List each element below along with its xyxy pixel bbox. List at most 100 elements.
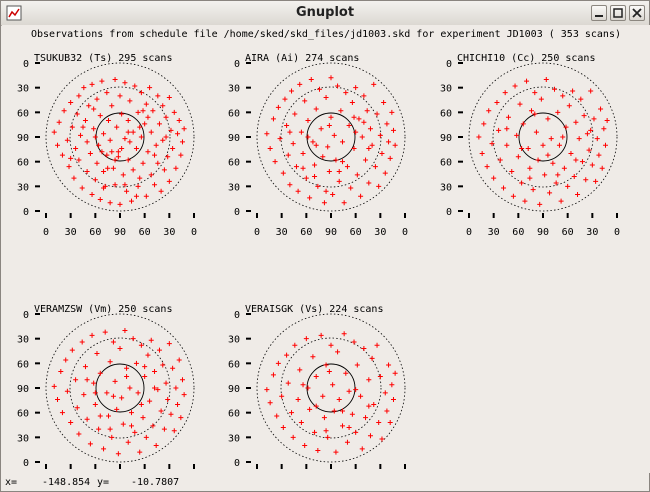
scan-point (280, 424, 286, 430)
scan-point (120, 172, 126, 178)
scan-point (152, 182, 158, 188)
scan-point (540, 142, 546, 148)
sky-plot-panel-4: VERAMZSW (Vm) 250 scans00303060609090606… (17, 304, 197, 489)
scan-point (527, 165, 533, 171)
scan-point (129, 410, 135, 416)
scan-point (125, 157, 131, 163)
plot-canvas[interactable]: Observations from schedule file /home/sk… (2, 25, 650, 489)
scan-point (133, 146, 139, 152)
scan-point (181, 392, 187, 398)
scan-point (361, 93, 367, 99)
scan-point (101, 131, 107, 137)
scan-point (568, 150, 574, 156)
x-tick-label: 60 (89, 227, 101, 238)
scan-point (168, 127, 174, 133)
x-tick-label: 30 (586, 227, 598, 238)
scan-point (390, 397, 396, 403)
close-button[interactable] (629, 5, 645, 21)
scan-point (298, 129, 304, 135)
scan-point (343, 370, 349, 376)
scan-point (351, 114, 357, 120)
scan-point (376, 420, 382, 426)
scan-point (125, 118, 131, 124)
scan-point (538, 96, 544, 102)
scan-point (358, 193, 364, 199)
scan-point (110, 393, 116, 399)
scan-point (133, 360, 139, 366)
x-tick-label: 90 (114, 227, 126, 238)
y-tick-label: 30 (17, 182, 29, 193)
elevation-ring (45, 313, 195, 463)
title-bar[interactable]: Gnuplot (1, 1, 649, 26)
minimize-button[interactable] (591, 5, 607, 21)
scan-point (367, 433, 373, 439)
scan-point (69, 124, 75, 130)
scan-point (267, 400, 273, 406)
scan-point (356, 116, 362, 122)
scan-point (96, 426, 102, 432)
scan-point (349, 99, 355, 105)
scan-point (145, 114, 151, 120)
scan-point (338, 108, 344, 114)
scan-point (127, 139, 133, 145)
scan-point (547, 190, 553, 196)
scan-point (552, 86, 558, 92)
scan-point (371, 401, 377, 407)
scan-point (359, 446, 365, 452)
scan-point (384, 121, 390, 127)
scan-point (58, 369, 64, 375)
scan-point (578, 96, 584, 102)
y-tick-label: 0 (23, 59, 29, 70)
scan-point (555, 172, 561, 178)
scan-point (588, 127, 594, 133)
scan-point (390, 127, 396, 133)
elevation-ring (45, 62, 195, 212)
scan-point (137, 124, 143, 130)
scan-point (377, 132, 383, 138)
x-tick-label: 0 (614, 227, 620, 238)
scan-point (374, 111, 380, 117)
scan-point (367, 126, 373, 132)
scan-point (156, 121, 162, 127)
scan-point (284, 352, 290, 358)
maximize-button[interactable] (610, 5, 626, 21)
x-tick-label: 60 (139, 227, 151, 238)
scan-point (570, 88, 576, 94)
scan-point (148, 172, 154, 178)
scan-point (160, 362, 166, 368)
scan-point (92, 390, 98, 396)
y-coordinate-label: y= (97, 477, 110, 488)
scan-point (143, 101, 149, 107)
scan-point (176, 357, 182, 363)
scan-point (302, 443, 308, 449)
scan-point (563, 124, 569, 130)
scan-point (264, 387, 270, 393)
scan-point (384, 408, 390, 414)
scan-point (297, 81, 303, 87)
scan-point (115, 154, 121, 160)
scan-point (515, 154, 521, 160)
scan-point (112, 76, 118, 82)
scan-point (112, 157, 118, 163)
scan-point (166, 95, 172, 101)
scan-point (86, 103, 92, 109)
elevation-ring (69, 86, 171, 188)
scan-point (588, 88, 594, 94)
plot-svg[interactable]: Observations from schedule file /home/sk… (2, 25, 650, 489)
scan-point (68, 99, 74, 105)
scan-point (315, 447, 321, 453)
scan-point (369, 355, 375, 361)
scan-point (343, 90, 349, 96)
scan-point (119, 146, 125, 152)
scan-point (581, 113, 587, 119)
y-tick-label: 60 (228, 409, 240, 420)
panel-title: AIRA (Ai) 274 scans (245, 53, 359, 64)
scan-point (575, 192, 581, 198)
scan-point (374, 342, 380, 348)
scan-point (303, 175, 309, 181)
scan-point (295, 188, 301, 194)
sky-plot-panel-1: TSUKUB32 (Ts) 295 scans 0 0 30 30 60 60 90 90 60 6… (17, 53, 197, 238)
scan-point (82, 364, 88, 370)
scan-point (176, 118, 182, 124)
scan-point (105, 413, 111, 419)
